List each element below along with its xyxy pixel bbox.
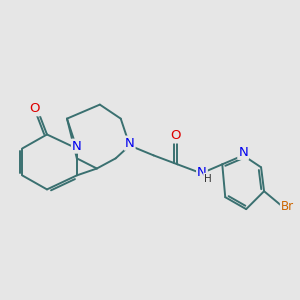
Text: O: O — [171, 130, 181, 142]
Text: O: O — [29, 102, 40, 115]
Text: N: N — [125, 136, 135, 150]
Text: H: H — [204, 174, 212, 184]
Text: Br: Br — [281, 200, 294, 213]
Text: N: N — [238, 146, 248, 159]
Text: N: N — [72, 140, 82, 153]
Text: N: N — [197, 166, 207, 179]
